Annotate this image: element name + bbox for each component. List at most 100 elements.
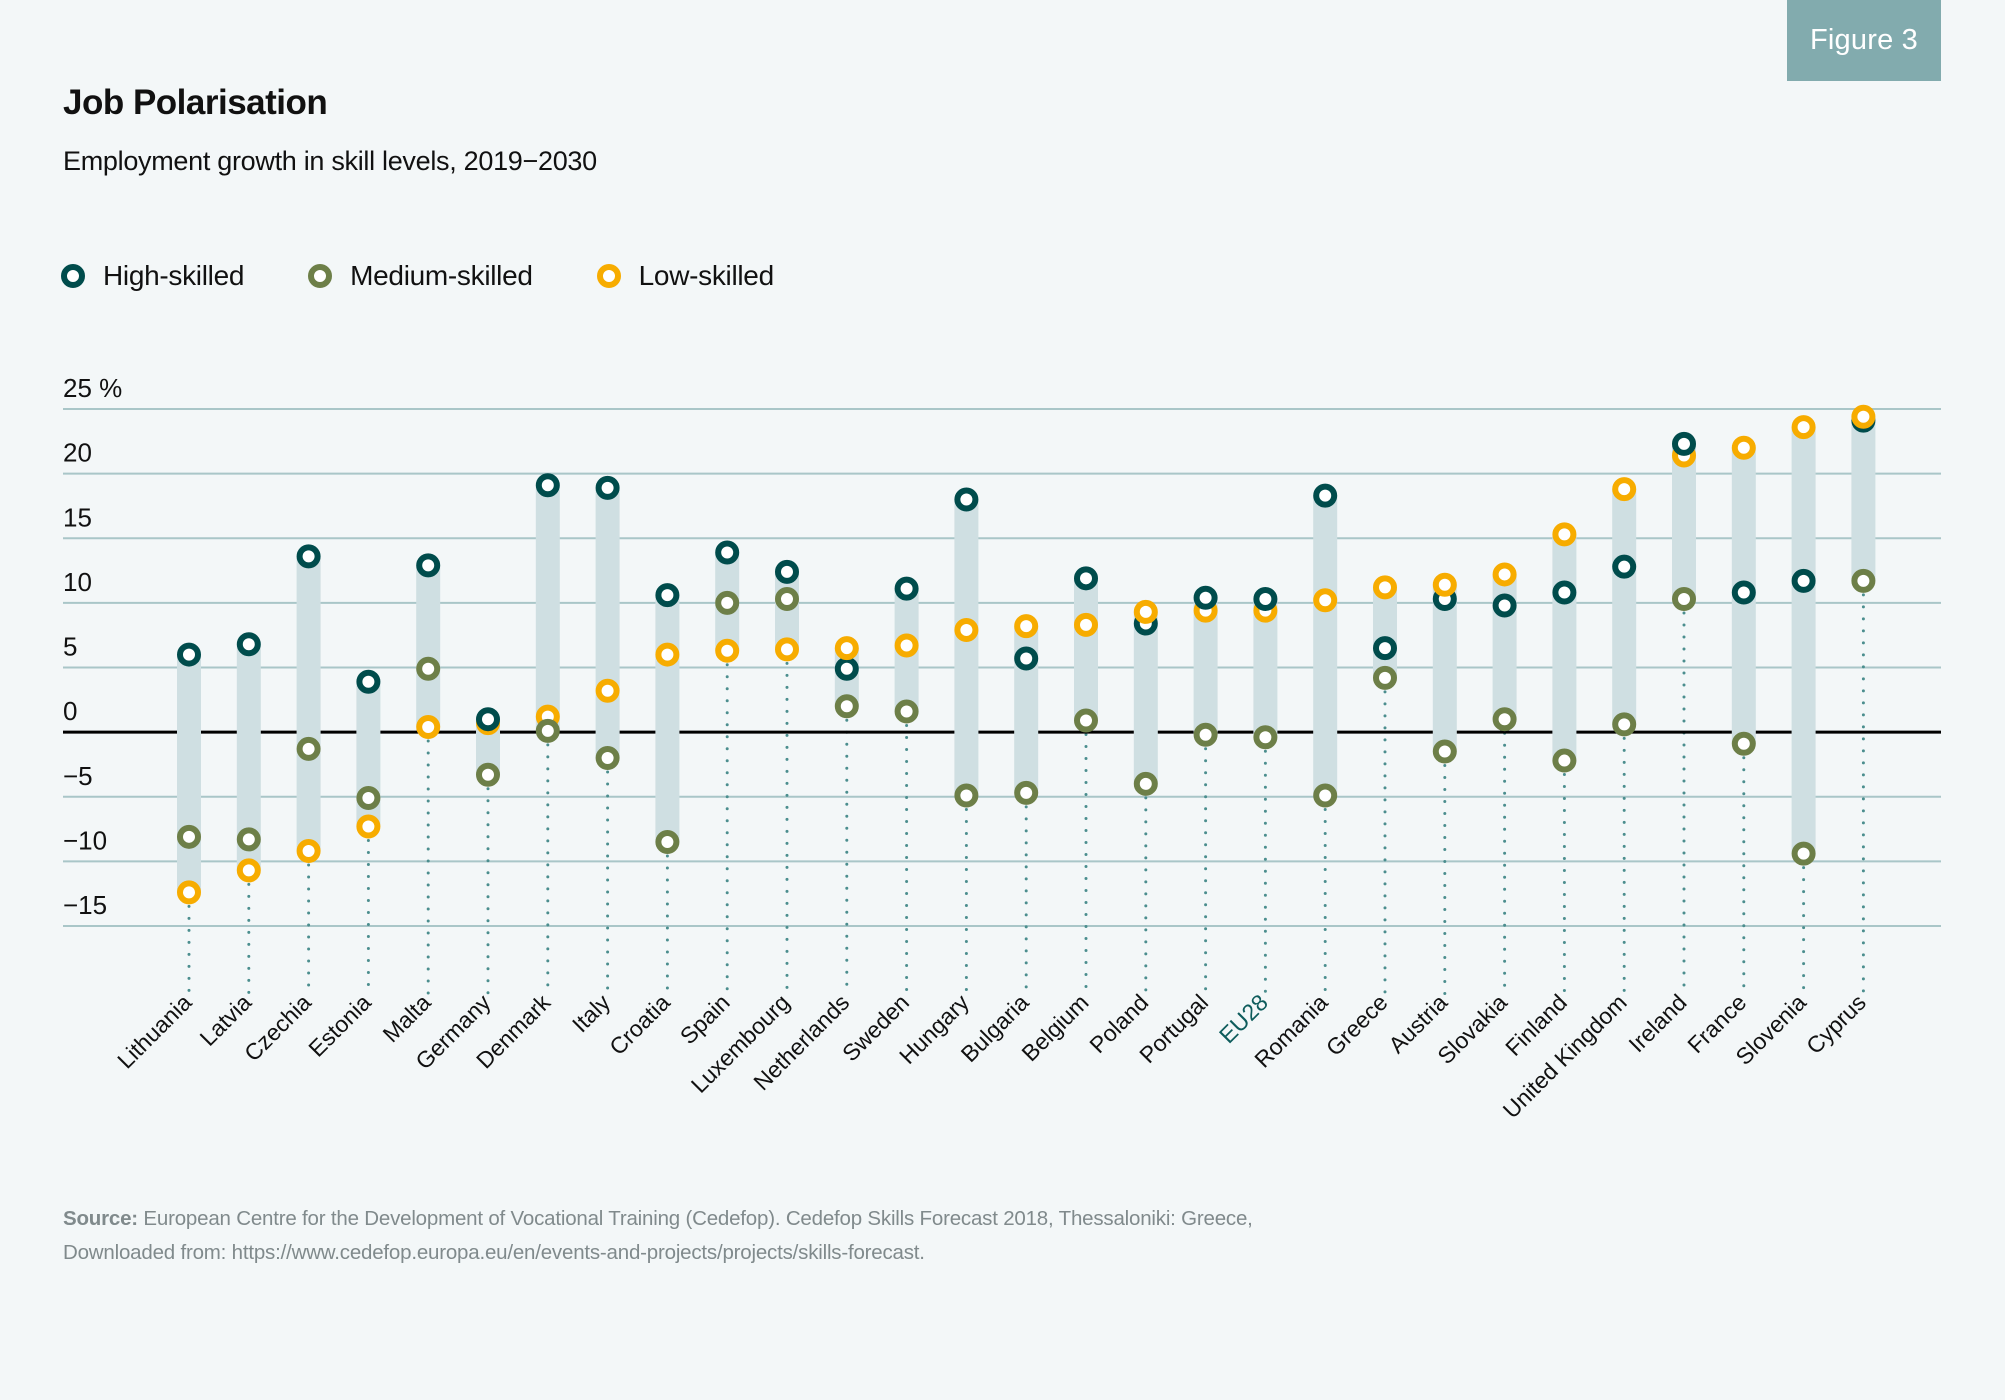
- medium-skilled-marker: [715, 590, 740, 615]
- medium-skilled-ring-icon: [308, 264, 333, 288]
- medium-skilled-marker: [416, 656, 441, 681]
- source-text: European Centre for the Development of V…: [137, 1207, 1253, 1230]
- high-skilled-marker: [775, 559, 799, 584]
- high-skilled-marker: [1313, 483, 1338, 508]
- high-skilled-marker: [1672, 431, 1696, 456]
- high-skilled-marker: [954, 487, 979, 512]
- range-bar: [1074, 578, 1098, 721]
- range-bar: [1612, 489, 1637, 725]
- dot-range-chart: 25 % 20 15 10 5 0 −5 −10 −15 LithuaniaLatviaCzec…: [63, 373, 1941, 1123]
- y-tick-label: 15: [63, 502, 92, 532]
- medium-skilled-marker: [1791, 841, 1816, 866]
- figure-number-badge: Figure 3: [1787, 0, 1941, 81]
- medium-skilled-marker: [535, 718, 560, 743]
- high-skilled-marker: [1492, 593, 1517, 618]
- low-skilled-marker: [1851, 404, 1876, 429]
- medium-skilled-marker: [1133, 771, 1158, 796]
- range-bar: [954, 499, 979, 796]
- high-skilled-marker: [1253, 586, 1278, 611]
- high-skilled-marker: [177, 642, 201, 667]
- low-skilled-marker: [1313, 588, 1338, 613]
- low-skilled-ring-icon: [596, 264, 621, 288]
- range-bar: [296, 556, 321, 852]
- high-skilled-marker: [1014, 646, 1039, 671]
- medium-skilled-marker: [1193, 722, 1218, 747]
- legend-item-low: Low-skilled: [596, 260, 774, 292]
- low-skilled-marker: [296, 839, 321, 864]
- low-skilled-marker: [1074, 612, 1098, 637]
- medium-skilled-marker: [1552, 748, 1577, 773]
- medium-skilled-marker: [834, 694, 859, 719]
- y-tick-label: −5: [63, 761, 93, 791]
- y-tick-label: 10: [63, 567, 92, 597]
- category-label: Greece: [1321, 989, 1393, 1061]
- high-skilled-marker: [834, 656, 859, 681]
- y-axis-tick-labels: 25 % 20 15 10 5 0 −5 −10 −15: [63, 373, 122, 920]
- low-skilled-marker: [1552, 522, 1577, 547]
- y-tick-label: −10: [63, 825, 107, 855]
- range-bar: [1133, 611, 1158, 784]
- chart-title: Job Polarisation: [63, 83, 328, 122]
- gridlines: [63, 408, 1941, 927]
- medium-skilled-marker: [1731, 731, 1756, 756]
- low-skilled-marker: [1492, 562, 1517, 587]
- low-skilled-marker: [775, 637, 799, 662]
- data-markers: [177, 404, 1876, 905]
- range-bar: [1313, 495, 1338, 796]
- low-skilled-marker: [416, 714, 441, 739]
- y-tick-label: 20: [63, 438, 92, 468]
- category-label: Estonia: [303, 989, 376, 1062]
- range-bar: [655, 595, 680, 842]
- category-label: Italy: [567, 989, 616, 1038]
- high-skilled-marker: [236, 632, 261, 657]
- low-skilled-marker: [1373, 575, 1397, 600]
- category-label: Bulgaria: [956, 989, 1034, 1067]
- range-bar: [1432, 584, 1457, 752]
- low-skilled-marker: [595, 678, 620, 703]
- range-bar: [1672, 443, 1696, 599]
- low-skilled-marker: [954, 618, 979, 643]
- high-skilled-marker: [1074, 566, 1098, 591]
- medium-skilled-marker: [356, 786, 381, 811]
- category-label: Ireland: [1623, 989, 1691, 1057]
- medium-skilled-marker: [595, 745, 620, 770]
- medium-skilled-marker: [954, 783, 979, 808]
- legend-item-high: High-skilled: [61, 260, 244, 292]
- y-tick-label: 5: [63, 632, 77, 662]
- medium-skilled-marker: [1612, 712, 1637, 737]
- y-tick-label: 25 %: [63, 373, 122, 403]
- high-skilled-marker: [1373, 636, 1397, 661]
- low-skilled-marker: [1432, 572, 1457, 597]
- high-skilled-marker: [356, 669, 381, 694]
- low-skilled-marker: [236, 858, 261, 883]
- chart-subtitle: Employment growth in skill levels, 2019−…: [63, 146, 597, 176]
- medium-skilled-marker: [1672, 586, 1696, 611]
- medium-skilled-marker: [1253, 725, 1278, 750]
- high-skilled-ring-icon: [61, 264, 85, 288]
- medium-skilled-marker: [655, 829, 680, 854]
- range-bar: [1373, 587, 1397, 678]
- legend: High-skilled Medium-skilled Low-skilled: [61, 260, 838, 292]
- category-label: Croatia: [604, 989, 675, 1060]
- medium-skilled-marker: [1373, 665, 1397, 690]
- medium-skilled-marker: [296, 736, 321, 761]
- category-label: Belgium: [1016, 989, 1093, 1066]
- range-bar: [236, 644, 261, 871]
- legend-label-medium: Medium-skilled: [350, 260, 533, 291]
- range-bar: [177, 654, 201, 893]
- high-skilled-marker: [416, 553, 441, 578]
- low-skilled-marker: [177, 880, 201, 905]
- low-skilled-marker: [1731, 435, 1756, 460]
- high-skilled-marker: [1731, 580, 1756, 605]
- high-skilled-marker: [1612, 554, 1637, 579]
- medium-skilled-marker: [1014, 780, 1039, 805]
- high-skilled-marker: [476, 707, 500, 732]
- medium-skilled-marker: [476, 762, 500, 787]
- low-skilled-marker: [655, 642, 680, 667]
- low-skilled-marker: [1133, 599, 1158, 624]
- source-note: Source: European Centre for the Developm…: [63, 1202, 1463, 1270]
- medium-skilled-marker: [1492, 707, 1517, 732]
- source-label: Source:: [63, 1207, 138, 1230]
- range-bar: [595, 487, 620, 758]
